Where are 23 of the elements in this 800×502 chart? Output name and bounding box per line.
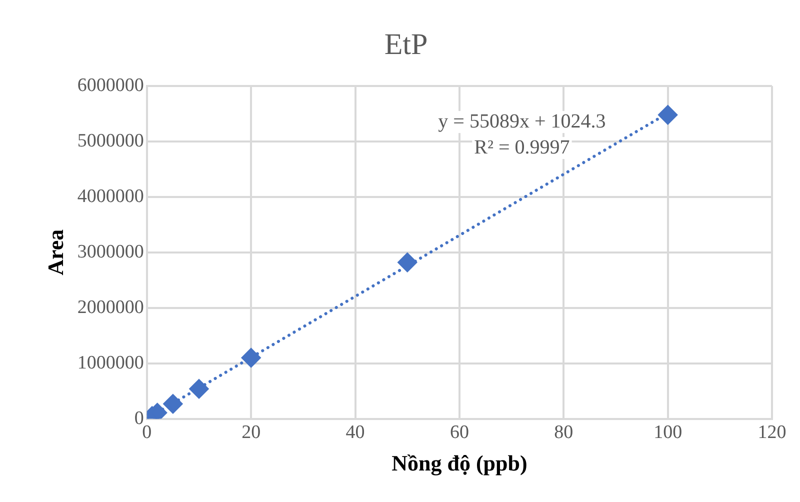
x-tick-label: 20 — [242, 422, 261, 444]
point — [163, 394, 182, 414]
point — [398, 252, 417, 272]
y-tick-label: 1000000 — [77, 352, 144, 374]
y-tick-label: 4000000 — [77, 186, 144, 207]
annotation: R² = 0.9997 — [474, 136, 570, 158]
x-tick-label: 120 — [758, 422, 786, 444]
point — [658, 105, 678, 124]
x-tick-label: 80 — [554, 422, 574, 444]
x-tick-label: 40 — [346, 422, 365, 444]
x-axis-title: Nồng độ (ppb) — [392, 450, 528, 476]
point — [242, 348, 261, 368]
x-tick-label: 60 — [450, 422, 469, 444]
y-tick-label: 0 — [134, 408, 144, 429]
annotation: y = 55089x + 1024.3 — [438, 110, 606, 132]
y-tick-label: 6000000 — [77, 74, 144, 96]
y-tick-label: 2000000 — [77, 296, 144, 318]
point — [189, 379, 208, 398]
y-axis-title: Area — [42, 229, 68, 276]
x-tick-label: 100 — [654, 422, 682, 444]
y-tick-label: 5000000 — [77, 130, 144, 152]
y-tick-label: 3000000 — [77, 241, 144, 262]
chart-title: EtP — [384, 28, 428, 61]
